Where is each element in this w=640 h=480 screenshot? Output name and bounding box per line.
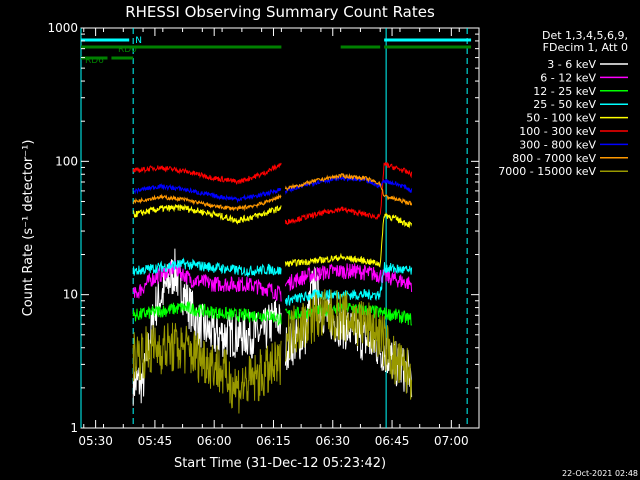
series-line-1	[132, 260, 413, 302]
x-tick-label: 07:00	[434, 434, 469, 448]
legend-entry-label: 300 - 800 keV	[519, 138, 596, 151]
legend-entry-label: 3 - 6 keV	[547, 58, 596, 71]
series-line-3	[132, 257, 413, 307]
legend-entry-label: 50 - 100 keV	[526, 112, 596, 125]
x-tick-label: 06:00	[197, 434, 232, 448]
x-axis-label: Start Time (31-Dec-12 05:23:42)	[174, 456, 386, 471]
y-tick-label: 100	[55, 154, 78, 168]
legend-header-line: FDecim 1, Att 0	[543, 41, 628, 54]
status-bar-label: RD6	[85, 56, 104, 66]
legend: Det 1,3,4,5,6,9,FDecim 1, Att 0 3 - 6 keV…	[498, 29, 628, 178]
status-bar-label: N	[135, 36, 142, 46]
status-bar-label: RD0	[118, 45, 137, 55]
legend-header-line: Det 1,3,4,5,6,9,	[542, 29, 628, 42]
x-tick-label: 06:45	[375, 434, 410, 448]
series-line-8	[132, 289, 413, 414]
footer-date: 22-Oct-2021 02:48	[562, 469, 638, 478]
y-tick-label: 1	[70, 421, 78, 435]
series-line-6	[132, 174, 413, 204]
x-tick-label: 05:30	[78, 434, 113, 448]
series-layer	[132, 161, 413, 414]
x-tick-label: 05:45	[138, 434, 173, 448]
legend-entry-label: 800 - 7000 keV	[512, 152, 596, 165]
chart-title: RHESSI Observing Summary Count Rates	[125, 3, 435, 21]
legend-entry-label: 6 - 12 keV	[540, 71, 596, 84]
y-tick-label: 10	[63, 288, 78, 302]
y-axis-label: Count Rate (s⁻¹ detector⁻¹)	[21, 140, 36, 317]
series-line-7	[132, 172, 413, 212]
legend-entry-label: 100 - 300 keV	[519, 125, 596, 138]
legend-entry-label: 12 - 25 keV	[533, 85, 596, 98]
series-line-4	[132, 203, 413, 268]
series-line-5	[132, 161, 413, 226]
series-line-2	[132, 300, 413, 327]
x-tick-label: 06:15	[256, 434, 291, 448]
x-tick-label: 06:30	[315, 434, 350, 448]
legend-entry-label: 25 - 50 keV	[533, 98, 596, 111]
legend-entry-label: 7000 - 15000 keV	[498, 165, 596, 178]
axes: 05:30 05:45 06:00 06:15 06:30 06:45 07:00 1 10 10…	[47, 21, 479, 448]
y-tick-label: 1000	[47, 21, 78, 35]
